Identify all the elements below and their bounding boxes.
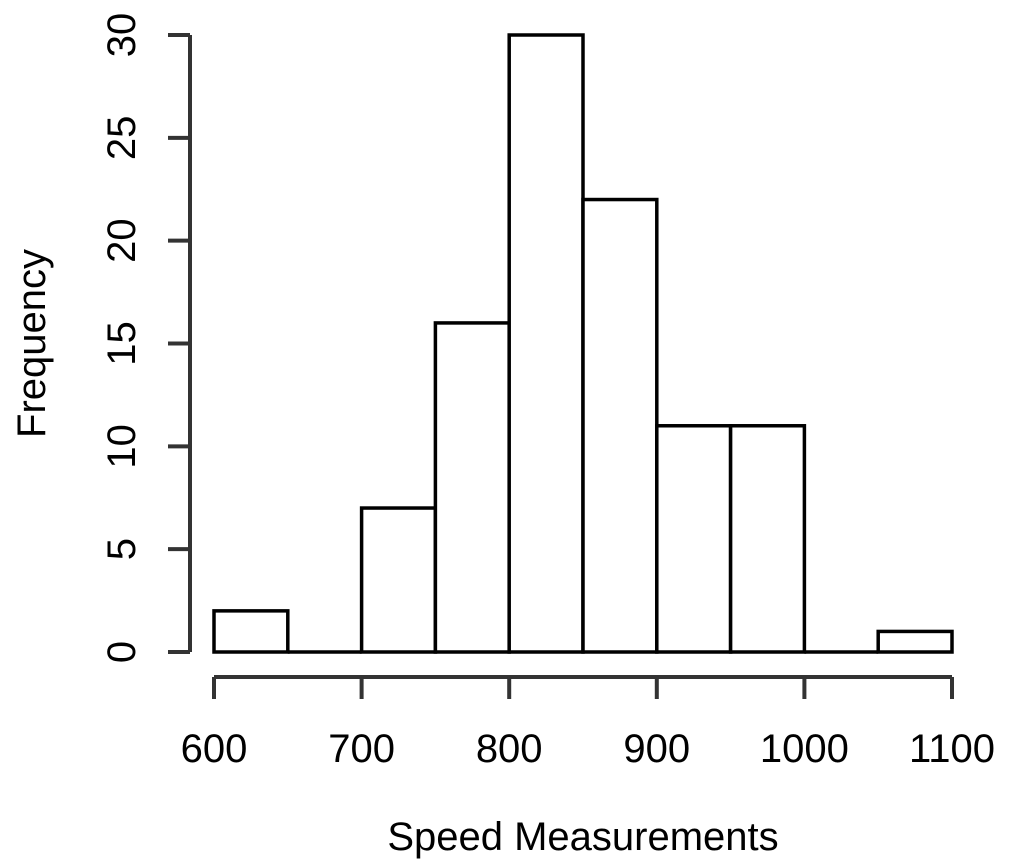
- x-tick-label: 700: [328, 727, 395, 771]
- y-tick-label: 0: [100, 641, 144, 663]
- y-tick-label: 30: [100, 13, 144, 58]
- y-axis-ticks: 0 5 10 15 20 25 30: [100, 13, 190, 663]
- x-tick-label: 900: [623, 727, 690, 771]
- x-tick-label: 800: [476, 727, 543, 771]
- x-tick-label: 1000: [760, 727, 849, 771]
- y-axis-title: Frequency: [10, 249, 54, 438]
- histogram-bar: [655, 424, 733, 654]
- y-tick-label: 5: [100, 538, 144, 560]
- x-tick-label: 600: [181, 727, 248, 771]
- y-tick-label: 20: [100, 218, 144, 263]
- y-tick-label: 15: [100, 321, 144, 366]
- y-tick-label: 10: [100, 424, 144, 469]
- histogram-bar: [212, 609, 290, 654]
- histogram-bar: [876, 629, 954, 654]
- histogram-bar: [433, 321, 511, 654]
- y-tick-label: 25: [100, 116, 144, 161]
- histogram-bar: [581, 197, 659, 654]
- histogram-bar: [507, 33, 585, 654]
- x-tick-label: 1100: [909, 727, 995, 771]
- histogram-bar: [359, 506, 438, 654]
- x-axis-title: Speed Measurements: [387, 815, 778, 859]
- histogram-bar: [728, 424, 807, 654]
- histogram-bars: [212, 33, 954, 654]
- x-axis-ticks: 600 700 800 900 1000 1100: [181, 677, 995, 771]
